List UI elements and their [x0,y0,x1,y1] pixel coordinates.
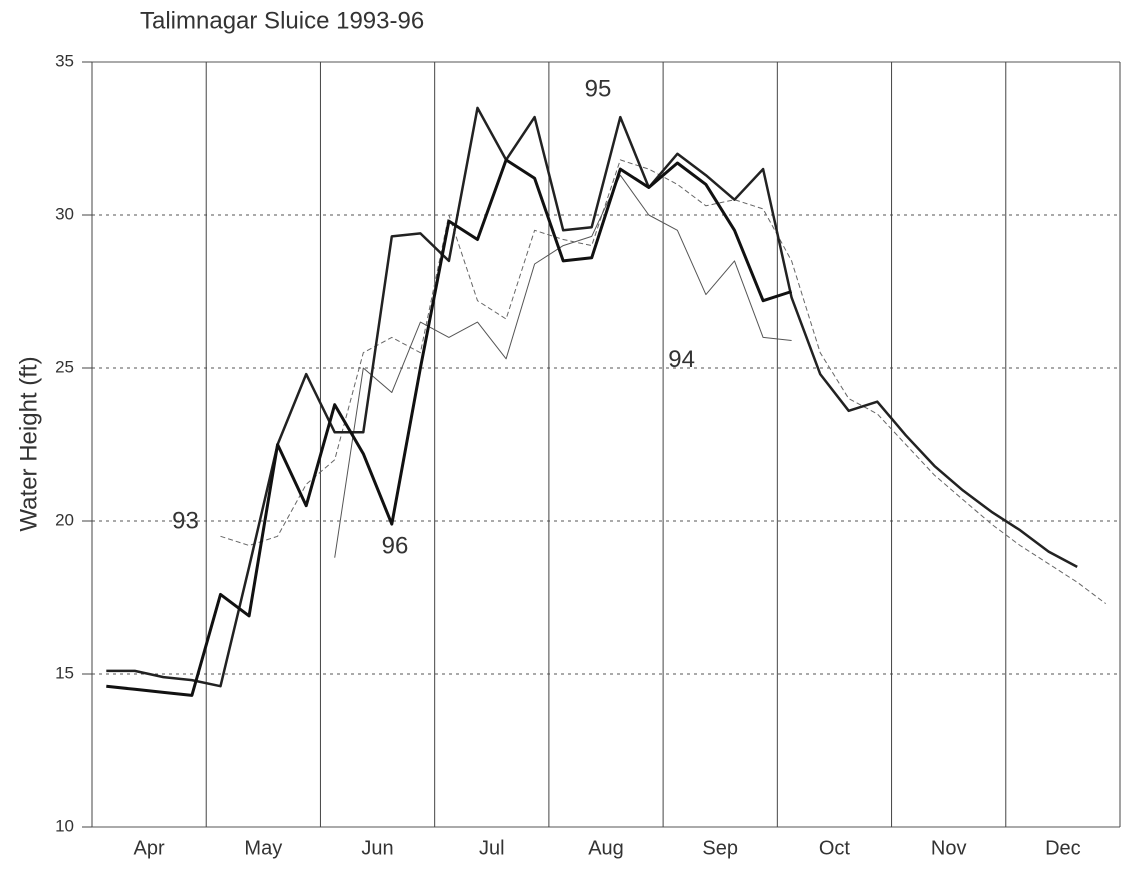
chart-title: Talimnagar Sluice 1993-96 [140,7,424,34]
series-label: 95 [585,75,612,102]
y-tick-label: 10 [55,816,74,835]
series-line [106,158,793,697]
series-label: 94 [668,346,695,373]
series-line [106,106,1078,688]
y-tick-label: 35 [55,51,74,70]
x-tick-label: Aug [588,837,624,859]
series-line [220,159,1107,604]
x-tick-label: Oct [819,837,851,859]
x-tick-label: Jun [361,837,393,859]
y-tick-label: 25 [55,357,74,376]
x-tick-label: Nov [931,837,967,859]
y-tick-label: 15 [55,663,74,682]
x-tick-label: Apr [134,837,165,859]
x-tick-label: Jul [479,837,505,859]
series-line [334,174,792,558]
y-axis-label: Water Height (ft) [15,356,42,531]
y-tick-label: 20 [55,510,74,529]
x-tick-label: May [244,837,282,859]
series-label: 96 [382,532,409,559]
y-tick-label: 30 [55,204,74,223]
x-tick-label: Sep [702,837,738,859]
x-tick-label: Dec [1045,837,1081,859]
series-label: 93 [172,508,199,535]
